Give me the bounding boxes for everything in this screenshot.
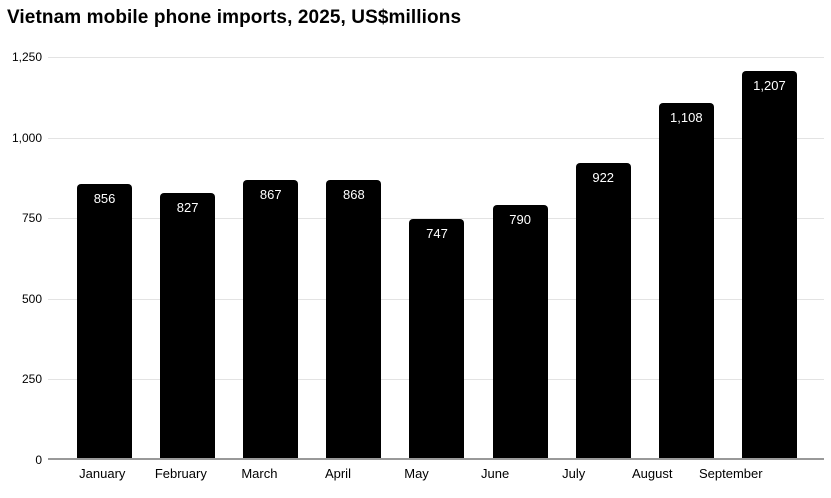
bars-zone: 856 827 867 868 747 790 922 1,108 1,207 [63,57,811,460]
x-label-slot-april: April [299,466,378,484]
bar-slot-february: 827 [146,57,229,460]
bar-slot-may: 747 [395,57,478,460]
y-axis-tick-label: 250 [21,372,42,387]
bar-slot-april: 868 [312,57,395,460]
x-label-slot-june: June [456,466,535,484]
x-axis-label-june: June [480,466,510,481]
x-axis-label-january: January [79,466,126,481]
x-axis-label-july: July [562,466,586,481]
x-axis-label-september: September [698,466,763,481]
x-label-slot-march: March [220,466,299,484]
bar-value-label: 868 [343,187,365,203]
y-axis-tick-label: 500 [21,291,42,306]
bar-june: 790 [492,205,548,460]
gridline [48,218,824,220]
x-label-slot-january: January [63,466,142,484]
bar-slot-march: 867 [229,57,312,460]
bar-value-label: 827 [176,200,199,216]
x-label-slot-july: July [534,466,613,484]
plot-area: 856 827 867 868 747 790 922 1,108 1,207 [48,57,824,460]
bar-april: 868 [326,180,382,460]
bar-value-label: 747 [426,226,448,242]
x-axis-label-august: August [631,466,673,481]
x-axis-label-march: March [241,466,278,481]
bar-september: 1,207 [741,70,797,460]
bar-slot-september: 1,207 [728,57,811,460]
bar-value-label: 790 [509,212,531,228]
x-axis-label-may: May [404,466,429,481]
x-axis-baseline [48,458,824,460]
bar-value-label: 1,207 [753,77,786,93]
x-label-slot-may: May [377,466,456,484]
y-axis: 0 250 500 750 1,000 1,250 [0,50,42,467]
bar-slot-july: 922 [562,57,645,460]
y-axis-tick-label: 1,000 [11,130,42,145]
bar-slot-august: 1,108 [645,57,728,460]
bar-slot-january: 856 [63,57,146,460]
x-axis-label-april: April [324,466,351,481]
y-axis-tick-label: 0 [35,453,42,467]
y-axis-tick-label: 750 [21,211,42,226]
chart-title: Vietnam mobile phone imports, 2025, US$m… [7,7,462,28]
gridline [48,57,824,58]
gridline [48,137,824,139]
bar-may: 747 [409,219,465,460]
bar-value-label: 1,108 [670,109,703,125]
bar-february: 827 [160,193,216,460]
x-axis: January February March April May June July Augu… [63,466,770,484]
bar-july: 922 [575,162,631,460]
x-label-slot-august: August [613,466,692,484]
bar-slot-june: 790 [479,57,562,460]
x-label-slot-september: September [692,466,771,484]
bar-value-label: 922 [592,169,615,185]
bar-august: 1,108 [658,102,714,460]
y-axis-tick-label: 1,250 [11,50,42,64]
bar-value-label: 856 [93,191,116,207]
x-axis-label-february: February [154,466,207,481]
x-label-slot-february: February [142,466,221,484]
bar-january: 856 [77,184,133,460]
bar-march: 867 [243,180,299,460]
bar-value-label: 867 [259,187,282,203]
